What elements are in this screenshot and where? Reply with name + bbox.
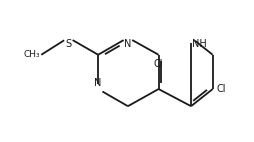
Text: Cl: Cl [154,59,163,69]
Text: N: N [94,78,102,88]
Text: S: S [65,38,71,49]
Text: N: N [124,38,132,49]
Text: CH₃: CH₃ [24,50,40,59]
Text: Cl: Cl [216,84,226,94]
Text: NH: NH [192,38,207,49]
